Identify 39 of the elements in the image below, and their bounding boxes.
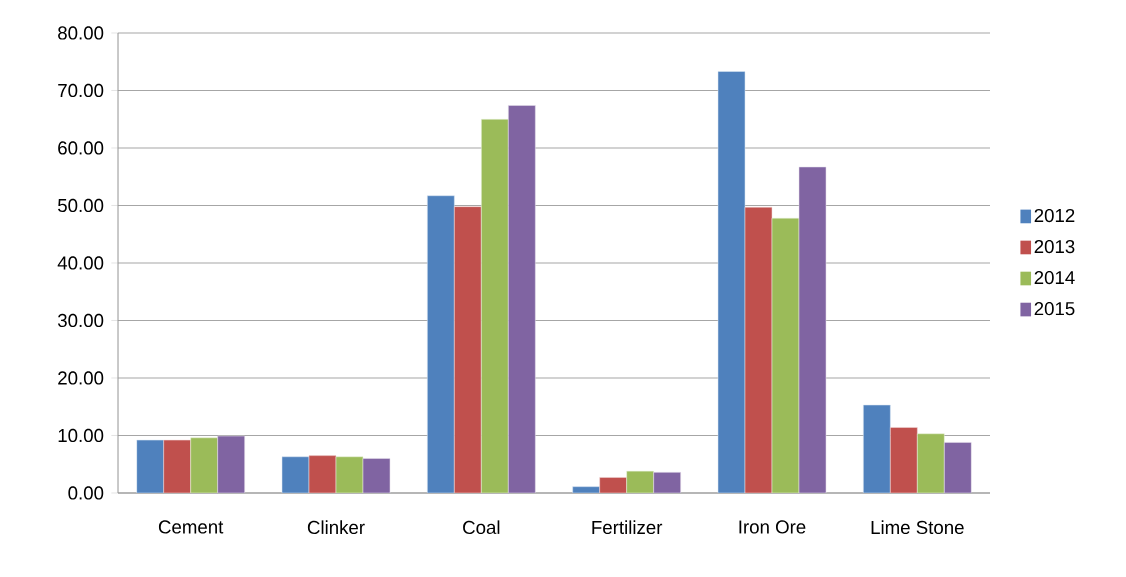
bar [653,472,681,493]
x-tick-label: Lime Stone [871,520,964,535]
legend-label: 2012 [1034,208,1075,223]
bar [717,71,746,493]
y-tick-label: 10.00 [58,428,104,443]
bar [454,206,482,493]
x-tick-label: Iron Ore [739,520,806,534]
x-tick-label: Coal [463,520,500,535]
bar [744,206,773,493]
legend-label: 2013 [1034,239,1075,254]
bar [427,195,455,493]
legend-label: 2015 [1034,302,1075,316]
bar [508,105,536,493]
y-tick-label: 0.00 [68,486,104,500]
x-tick-label: Fertilizer [592,520,663,535]
y-tick-label: 30.00 [57,313,104,328]
bar [481,118,509,493]
bar [308,455,337,493]
bar [136,439,164,493]
bar [917,433,945,493]
bar [362,458,391,493]
bar [599,477,627,493]
y-tick-label: 50.00 [58,198,104,213]
bar [798,166,827,493]
bar [771,217,800,493]
x-tick-label: Clinker [307,520,365,535]
legend-label: 2014 [1034,270,1075,285]
bar [190,437,218,493]
y-tick-label: 20.00 [58,371,104,385]
bar [163,439,191,493]
bar [217,435,245,493]
y-tick-label: 60.00 [58,141,104,155]
y-tick-label: 70.00 [58,83,104,98]
bar [890,427,918,493]
y-tick-label: 80.00 [58,26,104,40]
bar [944,442,972,493]
bar [863,404,891,493]
y-tick-label: 40.00 [57,256,104,270]
x-tick-label: Cement [158,520,224,534]
